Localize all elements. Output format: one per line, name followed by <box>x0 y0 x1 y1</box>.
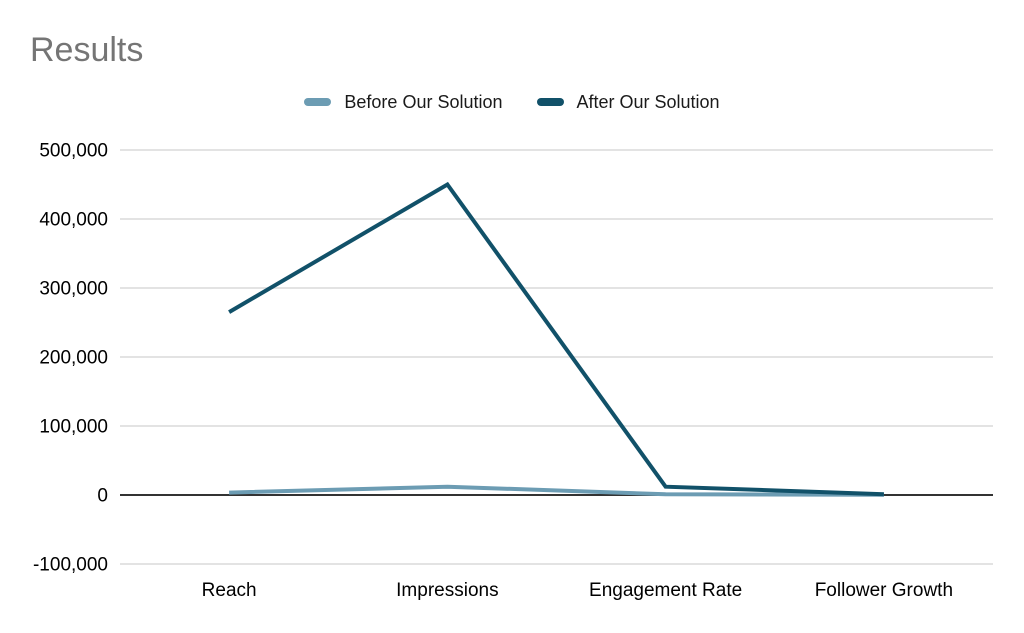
chart-title: Results <box>30 31 144 69</box>
y-tick-label: 0 <box>97 486 108 507</box>
y-tick-label: 500,000 <box>39 141 108 162</box>
y-tick-label: 200,000 <box>39 348 108 369</box>
x-category-label: Engagement Rate <box>589 580 742 601</box>
legend-label: After Our Solution <box>576 92 720 112</box>
chart-legend: Before Our Solution After Our Solution <box>0 93 1024 111</box>
series-line-0 <box>229 484 884 497</box>
x-category-label: Follower Growth <box>815 580 953 601</box>
legend-item: Before Our Solution <box>304 92 503 112</box>
x-category-label: Reach <box>202 580 257 601</box>
x-category-label: Impressions <box>396 580 498 601</box>
series-line-1 <box>228 181 884 497</box>
y-tick-label: 400,000 <box>39 210 108 231</box>
legend-swatch-icon <box>304 98 332 106</box>
legend-item: After Our Solution <box>536 92 720 112</box>
y-tick-label: -100,000 <box>33 555 108 576</box>
y-tick-label: 300,000 <box>39 279 108 300</box>
y-tick-label: 100,000 <box>39 417 108 438</box>
legend-label: Before Our Solution <box>344 92 503 112</box>
legend-swatch-icon <box>536 98 564 106</box>
